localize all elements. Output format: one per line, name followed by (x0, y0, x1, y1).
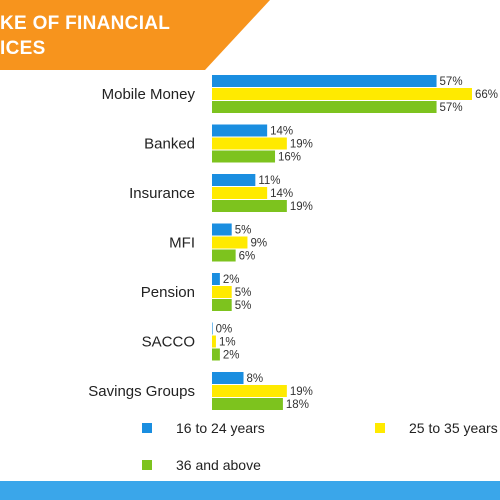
value-label-mfi-36-and-above: 6% (239, 251, 256, 263)
legend-label-36-and-above: 36 and above (176, 457, 261, 473)
value-label-sacco-25-to-35-years: 1% (219, 337, 236, 349)
bar-savings-groups-16-to-24-years (212, 372, 244, 384)
value-label-banked-16-to-24-years: 14% (270, 126, 293, 138)
bar-mfi-25-to-35-years (212, 236, 248, 249)
bar-insurance-16-to-24-years (212, 174, 256, 186)
value-label-insurance-16-to-24-years: 11% (258, 175, 280, 187)
legend-label-16-to-24: 16 to 24 years (176, 420, 265, 436)
legend-swatch-36-and-above (142, 460, 152, 471)
bar-mfi-36-and-above (212, 249, 236, 262)
value-label-mobile-money-16-to-24-years: 57% (440, 76, 463, 88)
legend-item-36-and-above: 36 and above (142, 457, 261, 473)
bar-pension-36-and-above (212, 299, 232, 311)
bar-pension-25-to-35-years (212, 286, 232, 298)
value-label-savings-groups-25-to-35-years: 19% (290, 386, 313, 398)
bar-insurance-25-to-35-years (212, 187, 268, 199)
chart-title-line-2: ICES (0, 38, 46, 59)
bar-banked-36-and-above (212, 150, 276, 163)
bar-mobile-money-25-to-35-years (212, 88, 472, 100)
chart-title-line-1: KE OF FINANCIAL (0, 13, 171, 34)
value-label-savings-groups-36-and-above: 18% (286, 399, 309, 411)
value-label-savings-groups-16-to-24-years: 8% (247, 373, 264, 385)
bar-banked-16-to-24-years (212, 124, 268, 137)
bottom-stripe (0, 481, 500, 500)
bar-mobile-money-16-to-24-years (212, 75, 437, 87)
title-banner-shape (0, 0, 270, 70)
bar-savings-groups-36-and-above (212, 398, 283, 410)
category-label-pension: Pension (141, 284, 195, 301)
legend-swatch-25-to-35 (375, 423, 385, 434)
category-label-banked: Banked (144, 136, 195, 153)
legend-item-25-to-35: 25 to 35 years (375, 420, 498, 436)
value-label-banked-36-and-above: 16% (278, 152, 301, 164)
bar-pension-16-to-24-years (212, 273, 220, 285)
value-label-pension-25-to-35-years: 5% (235, 287, 252, 299)
value-label-mfi-25-to-35-years: 9% (250, 238, 267, 250)
value-label-insurance-25-to-35-years: 14% (270, 188, 293, 200)
bar-banked-25-to-35-years (212, 137, 287, 150)
value-label-sacco-16-to-24-years: 0% (216, 324, 233, 336)
legend-item-16-to-24: 16 to 24 years (142, 420, 265, 436)
legend-label-25-to-35: 25 to 35 years (409, 420, 498, 436)
category-label-mfi: MFI (169, 235, 195, 252)
bar-sacco-36-and-above (212, 348, 220, 361)
category-label-mobile-money: Mobile Money (102, 86, 196, 103)
value-label-mobile-money-36-and-above: 57% (440, 102, 463, 114)
category-label-sacco: SACCO (142, 334, 195, 351)
value-label-sacco-36-and-above: 2% (223, 350, 240, 362)
bar-sacco-25-to-35-years (212, 335, 216, 348)
value-label-pension-16-to-24-years: 2% (223, 274, 240, 286)
value-label-mfi-16-to-24-years: 5% (235, 225, 252, 237)
bar-savings-groups-25-to-35-years (212, 385, 287, 397)
value-label-mobile-money-25-to-35-years: 66% (475, 89, 498, 101)
value-label-pension-36-and-above: 5% (235, 300, 252, 312)
value-label-banked-25-to-35-years: 19% (290, 139, 313, 151)
bar-mobile-money-36-and-above (212, 101, 437, 113)
value-label-insurance-36-and-above: 19% (290, 201, 313, 213)
bar-mfi-16-to-24-years (212, 223, 232, 236)
bar-sacco-16-to-24-years (212, 322, 213, 335)
legend-swatch-16-to-24 (142, 423, 152, 434)
title-banner: KE OF FINANCIAL ICES (0, 0, 500, 70)
category-label-savings-groups: Savings Groups (88, 383, 195, 400)
category-label-insurance: Insurance (129, 185, 195, 202)
bar-insurance-36-and-above (212, 200, 287, 212)
bar-chart: Mobile Money57%66%57%Banked14%19%16%Insu… (88, 75, 498, 411)
